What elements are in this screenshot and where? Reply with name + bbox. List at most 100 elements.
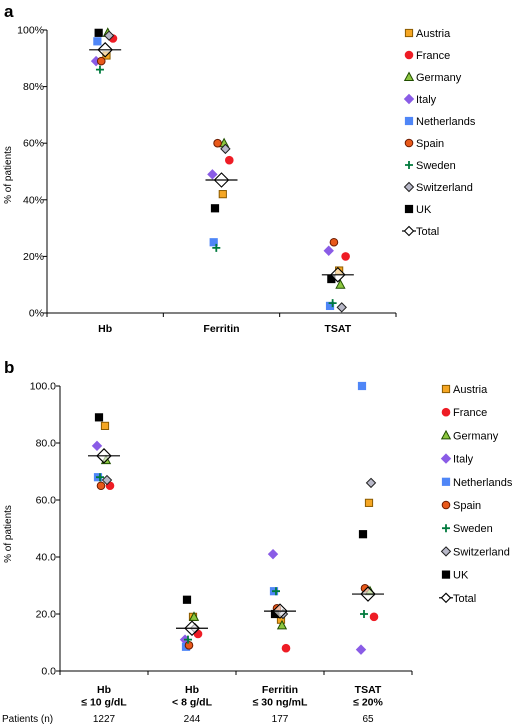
panel-a-legend-label-switzerland: Switzerland xyxy=(416,182,473,194)
panel-a-legend-label-austria: Austria xyxy=(416,28,451,40)
panel-a-legend-marker-switzerland xyxy=(403,181,415,193)
panel-a-marker-france xyxy=(341,252,350,261)
panel-b-legend: Austria France Germany Italy Netherlands Spai… xyxy=(439,384,513,605)
panel-a-marker-uk xyxy=(210,204,220,213)
panel-b-y-axis-label: % of patients xyxy=(3,505,14,563)
panel-b-category-label: Hb < 8 g/dL xyxy=(172,684,213,709)
panel-a-y-axis-label: % of patients xyxy=(3,146,14,204)
panel-a-marker-germany xyxy=(335,279,346,289)
panel-a-category-label: TSAT xyxy=(325,323,352,335)
panel-a-legend-label-germany: Germany xyxy=(416,72,462,84)
panel-a-legend-marker-spain xyxy=(404,138,414,148)
panel-a-category-label: Hb xyxy=(98,323,112,335)
panel-b-marker-austria xyxy=(100,421,110,430)
panel-b-legend-label-sweden: Sweden xyxy=(453,523,493,535)
panel-b-marker-germany xyxy=(276,619,288,630)
panel-a-marker-france xyxy=(225,155,234,165)
patients-count: 244 xyxy=(184,714,201,725)
panel-b-category-label: TSAT ≤ 20% xyxy=(353,684,383,709)
panel-a-y-ticks: 0% 20% 40% 60% 80% 100% xyxy=(17,25,397,320)
panel-b-legend-marker-netherlands xyxy=(441,477,451,486)
panel-a-marker-sweden xyxy=(95,65,104,74)
panel-b-y-tick-label: 80.0 xyxy=(36,438,57,450)
panel-b-marker-italy xyxy=(91,440,103,452)
panel-b-legend-marker-france xyxy=(441,407,451,417)
panel-a-marker-switzerland xyxy=(336,302,347,313)
panel-a-legend-marker-netherlands xyxy=(404,116,414,126)
panel-a-y-tick-label: 20% xyxy=(23,251,44,263)
panel-b: b % of patients 0.0 20.0 40.0 60.0 80.0 100.0… xyxy=(2,358,513,725)
panel-b-legend-label-germany: Germany xyxy=(453,430,499,442)
panel-a-y-tick-label: 80% xyxy=(23,81,44,93)
panel-b-markers xyxy=(88,381,384,655)
panel-a-category-labels: Hb Ferritin TSAT xyxy=(98,323,352,335)
panel-b-marker-germany xyxy=(188,611,200,621)
panel-a-legend-marker-sweden xyxy=(405,161,413,169)
panel-b-legend-label-netherlands: Netherlands xyxy=(453,477,513,489)
panel-a-marker-netherlands xyxy=(209,238,218,247)
patients-label: Patients (n) xyxy=(2,714,53,725)
panel-b-marker-austria xyxy=(364,498,374,507)
panel-a-legend-label-spain: Spain xyxy=(416,138,444,150)
panel-a-marker-sweden xyxy=(212,243,221,252)
panel-a-marker-uk xyxy=(94,28,103,37)
panel-a-legend-marker-total xyxy=(402,225,416,237)
panel-a-marker-total xyxy=(205,172,238,188)
panel-b-marker-total xyxy=(88,448,120,464)
panel-b-legend-label-total: Total xyxy=(453,593,476,605)
panel-a-legend-marker-france xyxy=(404,50,414,60)
panel-b-marker-spain xyxy=(184,641,194,650)
panel-b-marker-sweden xyxy=(184,635,192,644)
panel-b-marker-france xyxy=(281,643,291,653)
panel-a-letter: a xyxy=(4,2,14,21)
panel-b-y-tick-label: 0.0 xyxy=(41,666,56,678)
panel-b-legend-label-italy: Italy xyxy=(453,454,474,466)
panel-b-marker-italy xyxy=(267,548,279,560)
panel-a-y-tick-label: 0% xyxy=(29,308,44,320)
panel-a-legend-label-netherlands: Netherlands xyxy=(416,116,476,128)
patients-counts: 1227 244 177 65 xyxy=(93,714,374,725)
panel-b-legend-label-spain: Spain xyxy=(453,500,481,512)
panel-b-legend-label-uk: UK xyxy=(453,570,469,582)
panel-b-y-tick-label: 20.0 xyxy=(36,609,57,621)
panel-a-marker-italy xyxy=(323,245,334,256)
panel-b-marker-total xyxy=(352,586,384,602)
panel-a-legend-label-sweden: Sweden xyxy=(416,160,456,172)
patients-count: 177 xyxy=(272,714,289,725)
panel-b-axes xyxy=(59,386,412,672)
panel-b-marker-switzerland xyxy=(365,477,377,489)
panel-b-marker-total xyxy=(264,603,296,619)
panel-a-marker-austria xyxy=(218,190,227,199)
panel-b-category-label: Hb ≤ 10 g/dL xyxy=(81,684,127,709)
panel-a-legend-label-france: France xyxy=(416,50,450,62)
panel-a-marker-switzerland xyxy=(220,143,231,155)
panel-a-marker-total xyxy=(321,267,354,283)
panel-b-marker-netherlands xyxy=(357,381,367,391)
panel-b-legend-marker-uk xyxy=(441,570,451,579)
panel-b-y-ticks: 0.0 20.0 40.0 60.0 80.0 100.0 xyxy=(30,381,413,678)
panel-a-y-tick-label: 100% xyxy=(17,25,44,37)
panel-a-legend-label-total: Total xyxy=(416,226,439,238)
patients-count: 1227 xyxy=(93,714,116,725)
panel-a-marker-sweden xyxy=(328,299,337,308)
panel-a-axes xyxy=(46,30,396,314)
panel-b-y-tick-label: 60.0 xyxy=(36,495,57,507)
panel-b-legend-label-switzerland: Switzerland xyxy=(453,546,510,558)
panel-b-legend-label-austria: Austria xyxy=(453,384,488,396)
panel-b-marker-uk xyxy=(358,530,368,539)
panel-b-legend-marker-switzerland xyxy=(440,546,452,557)
panel-a-markers xyxy=(89,27,354,313)
panel-a-marker-spain xyxy=(329,237,339,247)
panel-b-category-labels: Hb ≤ 10 g/dL Hb < 8 g/dL Ferritin ≤ 30 ng/mL T… xyxy=(81,684,383,709)
panel-b-marker-sweden xyxy=(96,473,104,482)
panel-b-marker-spain xyxy=(96,481,106,491)
panel-b-legend-marker-sweden xyxy=(442,524,450,533)
patients-count: 65 xyxy=(362,714,374,725)
panel-a-legend-label-uk: UK xyxy=(416,204,432,216)
panel-b-marker-sweden xyxy=(272,587,280,596)
panel-a-legend: Austria France Germany Italy Netherlands Spai… xyxy=(402,28,476,238)
panel-b-marker-switzerland xyxy=(101,474,113,486)
panel-b-marker-total xyxy=(176,620,208,637)
panel-b-legend-marker-austria xyxy=(441,384,451,394)
panel-b-category-label: Ferritin ≤ 30 ng/mL xyxy=(253,684,308,709)
